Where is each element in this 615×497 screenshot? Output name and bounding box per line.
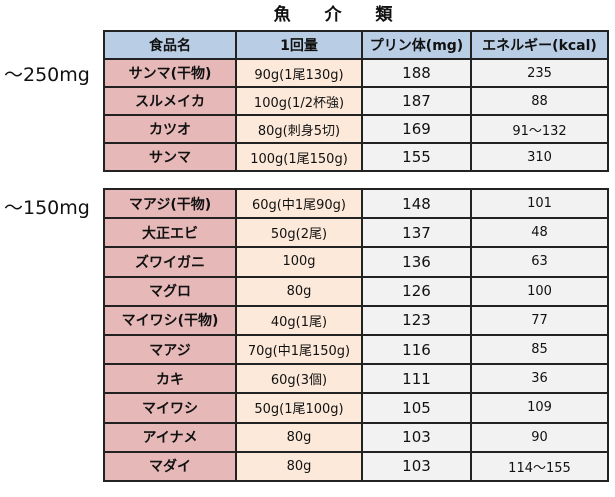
energy-value: 310 [470, 142, 609, 172]
serving-amount: 40g(1尾) [235, 304, 363, 336]
energy-value: 114～155 [470, 450, 609, 482]
purine-value: 103 [361, 421, 472, 453]
group-label-150: ～150mg [4, 197, 90, 219]
table-group-150: マアジ(干物) 60g(中1尾90g) 148 101 大正エビ 50g(2尾)… [103, 187, 609, 482]
table-row: スルメイカ 100g(1/2杯強) 187 88 [103, 86, 609, 116]
header-energy: エネルギー(kcal) [470, 30, 609, 60]
group-label-250: ～250mg [4, 64, 90, 86]
purine-value: 188 [361, 58, 472, 88]
energy-value: 235 [470, 58, 609, 88]
serving-amount: 100g(1/2杯強) [235, 86, 363, 116]
purine-value: 103 [361, 450, 472, 482]
page-title: 魚 介 類 [273, 5, 407, 25]
purine-value: 155 [361, 142, 472, 172]
table-row: マアジ 70g(中1尾150g) 116 85 [103, 333, 609, 366]
table-row: マアジ(干物) 60g(中1尾90g) 148 101 [103, 187, 609, 220]
purine-value: 148 [361, 187, 472, 220]
table-group-250: 食品名 1回量 プリン体(mg) エネルギー(kcal) サンマ(干物) 90g… [103, 30, 609, 172]
food-name: マアジ [103, 333, 237, 366]
energy-value: 36 [470, 363, 609, 395]
header-purine: プリン体(mg) [361, 30, 472, 60]
table-row: マイワシ 50g(1尾100g) 105 109 [103, 392, 609, 424]
table-row: サンマ 100g(1尾150g) 155 310 [103, 142, 609, 172]
table-row: マグロ 80g 126 100 [103, 275, 609, 307]
serving-amount: 80g [235, 450, 363, 482]
food-name: スルメイカ [103, 86, 237, 116]
table-row: カツオ 80g(刺身5切) 169 91～132 [103, 114, 609, 144]
energy-value: 77 [470, 304, 609, 336]
food-name: マダイ [103, 450, 237, 482]
table-row: 大正エビ 50g(2尾) 137 48 [103, 217, 609, 249]
header-name: 食品名 [103, 30, 237, 60]
purine-value: 187 [361, 86, 472, 116]
table-row: マダイ 80g 103 114～155 [103, 450, 609, 482]
serving-amount: 50g(2尾) [235, 217, 363, 249]
purine-value: 123 [361, 304, 472, 336]
food-name: アイナメ [103, 421, 237, 453]
energy-value: 88 [470, 86, 609, 116]
purine-value: 137 [361, 217, 472, 249]
purine-value: 116 [361, 333, 472, 366]
serving-amount: 80g(刺身5切) [235, 114, 363, 144]
food-name: マアジ(干物) [103, 187, 237, 220]
serving-amount: 80g [235, 275, 363, 307]
energy-value: 109 [470, 392, 609, 424]
table-header-row: 食品名 1回量 プリン体(mg) エネルギー(kcal) [103, 30, 609, 60]
purine-value: 105 [361, 392, 472, 424]
food-name: カキ [103, 363, 237, 395]
energy-value: 100 [470, 275, 609, 307]
table-row: マイワシ(干物) 40g(1尾) 123 77 [103, 304, 609, 336]
energy-value: 90 [470, 421, 609, 453]
energy-value: 101 [470, 187, 609, 220]
serving-amount: 100g(1尾150g) [235, 142, 363, 172]
serving-amount: 70g(中1尾150g) [235, 333, 363, 366]
food-name: カツオ [103, 114, 237, 144]
food-name: サンマ(干物) [103, 58, 237, 88]
food-name: マグロ [103, 275, 237, 307]
energy-value: 63 [470, 246, 609, 278]
serving-amount: 50g(1尾100g) [235, 392, 363, 424]
food-name: マイワシ [103, 392, 237, 424]
food-name: マイワシ(干物) [103, 304, 237, 336]
purine-value: 169 [361, 114, 472, 144]
food-name: ズワイガニ [103, 246, 237, 278]
serving-amount: 80g [235, 421, 363, 453]
serving-amount: 100g [235, 246, 363, 278]
header-amount: 1回量 [235, 30, 363, 60]
energy-value: 85 [470, 333, 609, 366]
purine-value: 126 [361, 275, 472, 307]
energy-value: 48 [470, 217, 609, 249]
serving-amount: 60g(3個) [235, 363, 363, 395]
purine-value: 111 [361, 363, 472, 395]
food-name: サンマ [103, 142, 237, 172]
serving-amount: 60g(中1尾90g) [235, 187, 363, 220]
table-row: カキ 60g(3個) 111 36 [103, 363, 609, 395]
food-name: 大正エビ [103, 217, 237, 249]
serving-amount: 90g(1尾130g) [235, 58, 363, 88]
table-row: アイナメ 80g 103 90 [103, 421, 609, 453]
table-row: ズワイガニ 100g 136 63 [103, 246, 609, 278]
table-row: サンマ(干物) 90g(1尾130g) 188 235 [103, 58, 609, 88]
energy-value: 91～132 [470, 114, 609, 144]
purine-value: 136 [361, 246, 472, 278]
